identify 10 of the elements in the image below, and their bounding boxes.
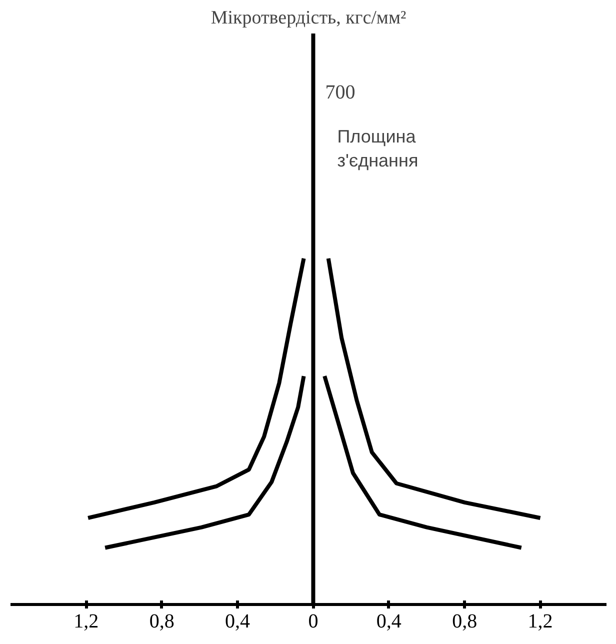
x-tick-label: 0,4 bbox=[225, 610, 250, 632]
x-tick-label: 1,2 bbox=[528, 610, 553, 632]
text: 700 bbox=[325, 82, 356, 104]
ref-line-label: Площина з'єднання bbox=[337, 126, 418, 171]
x-tick-label: 0,8 bbox=[149, 610, 174, 632]
x-tick-label: 1,2 bbox=[74, 610, 99, 632]
x-tick-label: 0,4 bbox=[376, 610, 402, 632]
x-tick-label: 0,8 bbox=[452, 610, 478, 632]
x-tick-label: 0 bbox=[308, 610, 318, 632]
chart-title: Мікротвердість, кгс/мм² bbox=[210, 8, 406, 28]
